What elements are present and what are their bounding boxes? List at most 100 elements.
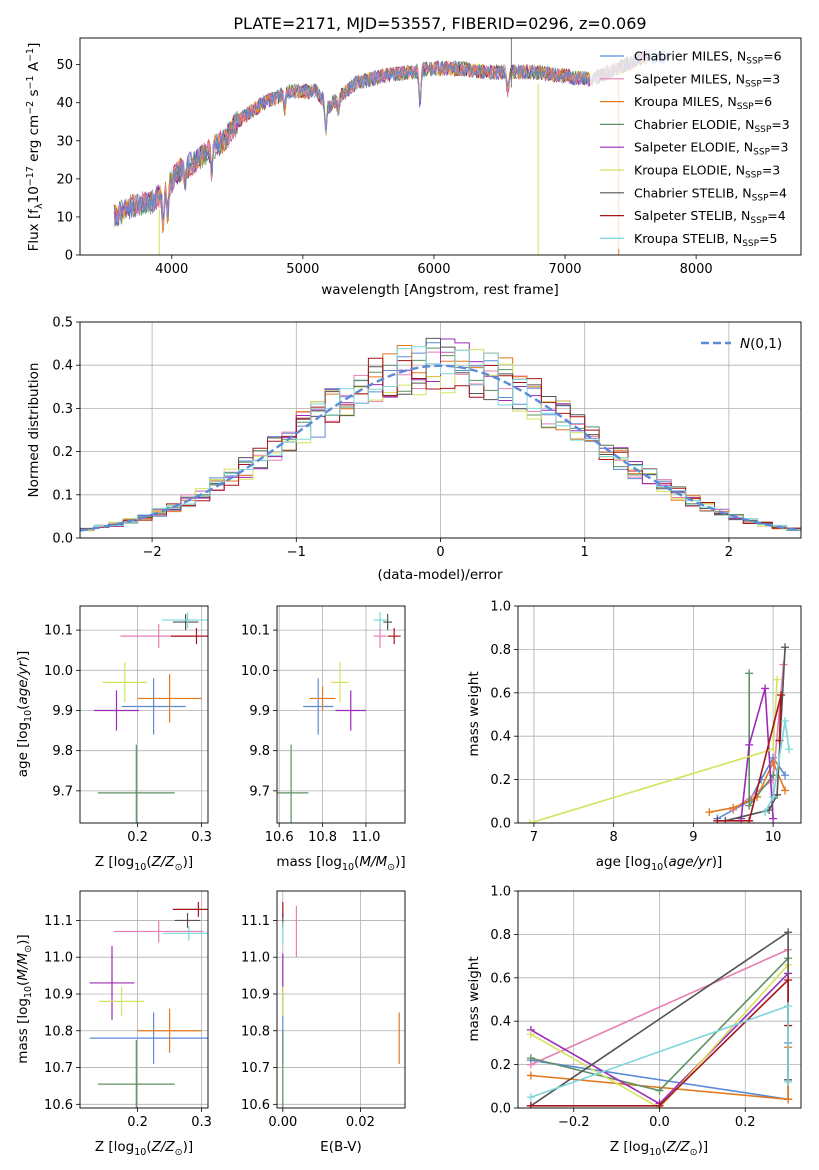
hist-step-kroupa-stelib [80, 346, 801, 538]
mw-age-frame: 7 8 9 10 0.0 0.2 0.4 0.6 0.8 1.0 [490, 600, 801, 845]
mw-age-line-salpeter-elodie [740, 688, 774, 819]
legend-sub: SSP [750, 216, 767, 226]
age-mass-point-chabrier-stelib [383, 614, 392, 631]
y-tick-label: 0.0 [490, 1102, 511, 1117]
mass-z-point-chabrier-miles [89, 1012, 208, 1064]
age-mass-xlabel-part: 10 [342, 862, 354, 873]
x-tick-label: 6000 [417, 262, 450, 277]
legend-sub: SSP [742, 239, 759, 249]
mw-age-xlabel-part: ( [663, 854, 668, 870]
legend-text: Kroupa MILES, N [634, 94, 737, 109]
x-tick-label: 4000 [155, 262, 188, 277]
y-tick-label: 10.0 [44, 664, 73, 679]
mw-age-marker [769, 745, 778, 754]
x-tick-label: −2 [143, 545, 162, 560]
x-tick-label: −0.2 [558, 1115, 590, 1130]
mw-age-marker [729, 803, 738, 812]
x-tick-label: 0.3 [191, 830, 212, 845]
mw-z-marker [784, 1095, 793, 1104]
x-tick-label: 0.2 [735, 1115, 756, 1130]
age-z-point-salpeter-stelib [170, 628, 208, 645]
mw-age-xlabel-part: age [log [596, 854, 651, 870]
age-mass-point-kroupa-elodie [331, 662, 349, 703]
legend-text: Salpeter MILES, N [634, 71, 745, 86]
age-z-ylabel-part: age/yr [15, 660, 31, 705]
mass-z-xlabel-part: )] [183, 1139, 194, 1155]
spectrum-ylabel-part: ] [26, 43, 42, 48]
y-tick-label: 0.6 [490, 971, 511, 986]
mass-z-ylabel-part: M/M [15, 952, 31, 980]
y-tick-label: 11.0 [44, 951, 73, 966]
x-tick-label: 9 [689, 830, 697, 845]
y-tick-label: 11.1 [241, 914, 270, 929]
mass-z-point-kroupa-elodie [99, 986, 144, 1017]
mw-z-line-salpeter-miles [530, 948, 789, 1066]
mass-z-point-kroupa-stelib [163, 925, 208, 941]
mw-age-marker [745, 669, 754, 678]
figure-title: PLATE=2171, MJD=53557, FIBERID=0296, z=0… [233, 14, 646, 33]
age-z-point-salpeter-elodie [94, 690, 139, 731]
age-mass-xlabel: mass [log10(M/M⊙)] [276, 854, 405, 873]
y-tick-label: 1.0 [490, 600, 511, 615]
legend-box [590, 43, 798, 249]
age-mass-frame: 10.6 10.8 11.0 9.7 9.8 9.9 10.0 10.1 [241, 606, 405, 845]
x-tick-label: 1 [581, 545, 589, 560]
y-tick-label: 0.8 [490, 928, 511, 943]
legend-text: Kroupa ELODIE, N [634, 163, 745, 178]
mw-age-marker [777, 690, 786, 699]
y-tick-label: 10.8 [44, 1024, 73, 1039]
mw-age-line-salpeter-stelib [717, 694, 782, 822]
x-tick-label: 7000 [548, 262, 581, 277]
spectrum-ylabel-part: −17 [25, 166, 36, 186]
x-tick-label: 7 [530, 830, 538, 845]
legend-label: Salpeter ELODIE, NSSP=3 [634, 140, 788, 158]
y-tick-label: 40 [56, 96, 73, 111]
age-mass-point-kroupa-stelib [373, 612, 387, 629]
y-tick-label: 0 [65, 249, 73, 264]
legend-text: (0,1) [750, 336, 782, 352]
x-tick-label: 0.0 [649, 1115, 670, 1130]
mw-age-line-kroupa-stelib [764, 720, 790, 813]
spectrum-xlabel: wavelength [Angstrom, rest frame] [321, 282, 559, 298]
mass-z-xlabel-part: Z/Z [151, 1139, 176, 1155]
mw-z-xlabel-part: 10 [649, 1147, 661, 1158]
mw-age-marker [781, 771, 790, 780]
mass-z-point-chabrier-elodie [97, 1039, 175, 1108]
mass-z-ylabel: mass [log10(M/M⊙)] [15, 934, 34, 1063]
mass-z-xlabel-part: ⊙ [175, 1147, 183, 1158]
axes-border [276, 605, 406, 824]
mw-z-marker [784, 1002, 793, 1011]
legend-label: Salpeter STELIB, NSSP=4 [634, 208, 786, 226]
age-z-point-chabrier-stelib [172, 614, 199, 631]
y-tick-label: 0.0 [52, 532, 73, 547]
y-tick-label: 10.0 [241, 664, 270, 679]
age-mass-xlabel-part: mass [log [276, 854, 342, 870]
hist-xlabel: (data-model)/error [377, 567, 503, 583]
mw-age-xlabel-part: 10 [651, 862, 663, 873]
legend-sub: SSP [754, 125, 771, 135]
mw-z-marker [526, 1101, 535, 1108]
mass-z-ylabel-part: ( [15, 981, 31, 986]
y-tick-label: 0.1 [52, 488, 73, 503]
age-mass-xlabel-part: )] [395, 854, 406, 870]
mass-z-point-salpeter-miles [113, 920, 204, 943]
mw-age-xlabel-part: age/yr [668, 854, 713, 870]
mw-z-line-kroupa-elodie [530, 964, 789, 1108]
age-z-point-chabrier-miles [121, 678, 186, 735]
x-tick-label: 11.0 [351, 830, 380, 845]
y-tick-label: 0.5 [52, 316, 73, 331]
y-tick-label: 9.7 [249, 784, 270, 799]
x-tick-label: 0.2 [127, 1115, 148, 1130]
legend-label: Kroupa MILES, NSSP=6 [634, 94, 772, 112]
legend-label: N(0,1) [740, 336, 782, 352]
age-mass-point-salpeter-stelib [387, 628, 401, 645]
legend-text: N [740, 336, 750, 352]
legend-text: =3 [771, 117, 789, 132]
legend-label: Chabrier MILES, NSSP=6 [634, 49, 782, 67]
mass-z-point-salpeter-stelib [172, 902, 208, 917]
legend-text: Chabrier MILES, N [634, 49, 746, 64]
spectrum-ylabel-part: −2 [25, 101, 36, 115]
y-tick-label: 0.8 [490, 643, 511, 658]
y-tick-label: 20 [56, 172, 73, 187]
